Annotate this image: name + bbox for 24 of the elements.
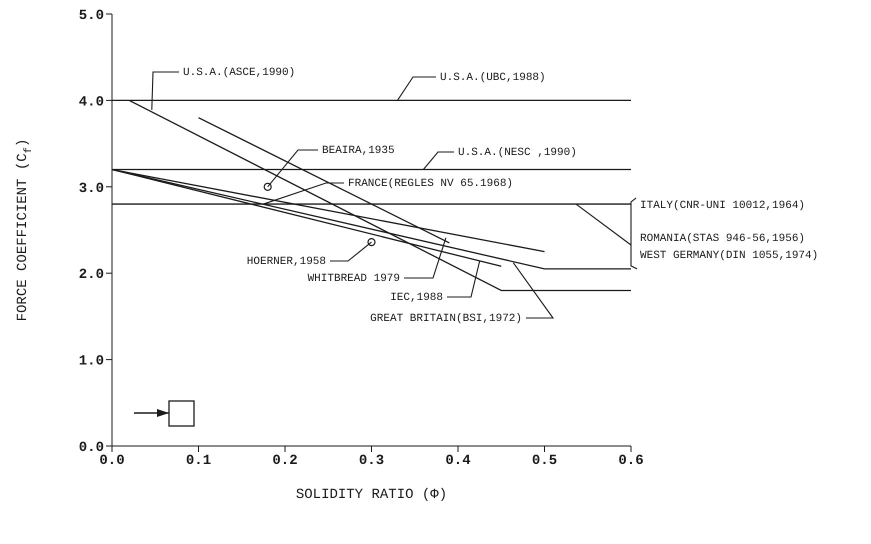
text: ITALY(CNR-UNI 10012,1964) [640,200,806,212]
x-tick-label: 0.4 [445,452,471,469]
y-tick-label: 2.0 [78,267,104,284]
x-tick-label: 0.6 [618,452,644,469]
annotation: BEAIRA,1935 [322,144,395,157]
x-tick-label: 0.5 [532,452,558,469]
annotation: GREAT BRITAIN(BSI,1972) [370,312,522,325]
annotation: IEC,1988 [390,292,443,304]
annotation: U.S.A.(UBC,1988) [440,72,546,84]
y-tick-label: 3.0 [78,180,104,197]
x-tick-label: 0.3 [358,452,384,469]
annotation: WEST GERMANY(DIN 1055,1974) [640,250,818,262]
annotation: U.S.A.(NESC ,1990) [458,146,577,159]
y-tick-label: 4.0 [78,94,104,110]
x-axis-title: SOLIDITY RATIO (Φ) [296,487,448,503]
annotation: ROMANIA(STAS 946-56,1956) [640,232,806,245]
y-tick-label: 1.0 [78,354,104,370]
x-tick-label: 0.1 [186,452,212,469]
annotation: HOERNER,1958 [246,256,326,268]
annotation: FRANCE(REGLES NV 65.1968) [348,178,514,190]
x-tick-label: 0.2 [272,452,298,469]
y-tick-label: 5.0 [78,8,104,24]
annotation: U.S.A.(ASCE,1990) [183,66,296,79]
annotation: WHITBREAD 1979 [308,272,400,285]
